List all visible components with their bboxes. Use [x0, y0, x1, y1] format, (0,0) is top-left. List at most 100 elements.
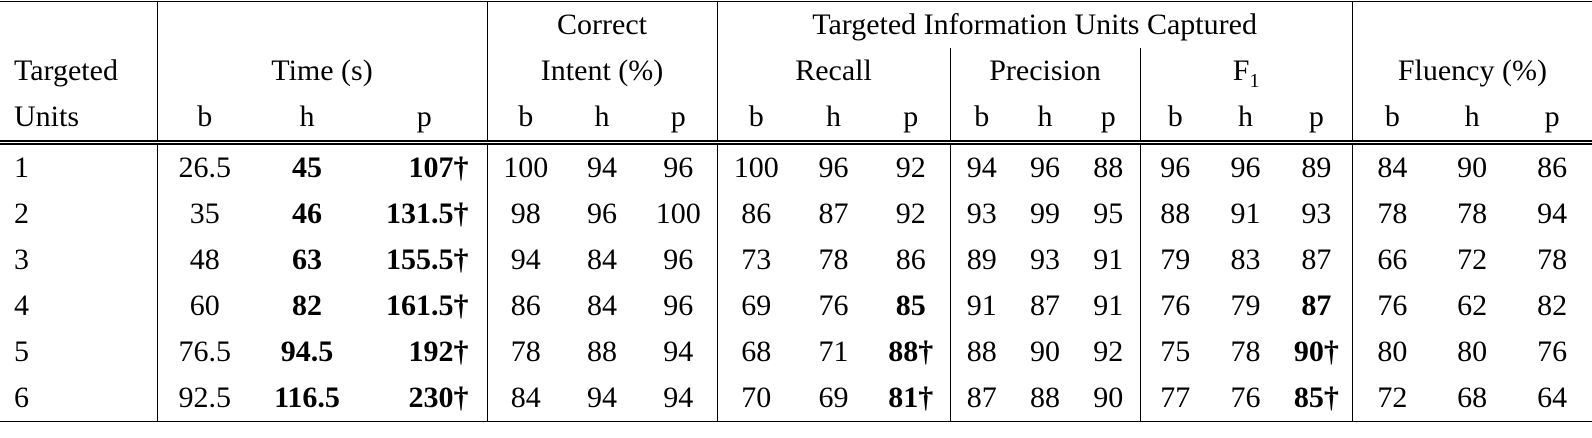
table-cell: 88 — [1093, 151, 1124, 184]
table-cell: 86 — [486, 283, 565, 329]
table-cell: 71 — [818, 335, 849, 368]
table-cell: 78 — [486, 329, 565, 375]
table-cell: 116.5 — [252, 375, 362, 422]
table-cell: 83 — [1230, 243, 1261, 276]
table-cell: 192† — [408, 335, 469, 368]
table-cell: 84 — [587, 289, 618, 322]
subcol-header-h: h — [1432, 94, 1513, 145]
table-cell: 94 — [564, 375, 641, 422]
header-row-2: Targeted Time (s) Intent (%) Recall Prec… — [0, 48, 1592, 94]
subcol-header-h: h — [1210, 94, 1282, 145]
table-cell: 88 — [587, 335, 618, 368]
table-cell: 94 — [486, 237, 565, 283]
subcol-header-p: p — [1281, 94, 1353, 145]
table-row: 3 48 63 155.5† 94 84 96 73 78 86 89 93 91 79 83 87 66 72 7… — [0, 237, 1592, 283]
table-cell: 78 — [1351, 191, 1433, 237]
table-cell: 78 — [1230, 335, 1261, 368]
table-cell: 89 — [949, 237, 1014, 283]
table-cell: 75 — [1139, 329, 1211, 375]
table-cell: 85† — [1281, 375, 1353, 422]
table-cell: 93 — [1030, 243, 1061, 276]
table-cell: 95 — [1093, 197, 1124, 230]
table-cell: 76 — [1537, 335, 1568, 368]
header-targeted-info: Targeted Information Units Captured — [716, 1, 1353, 48]
table-cell: 96 — [663, 243, 694, 276]
table-row: 1 26.5 45 107† 100 94 96 100 96 92 94 96 88 96 96 89 84 9… — [0, 142, 1592, 191]
table-cell: 88 — [1139, 191, 1211, 237]
table-cell: 90 — [1457, 151, 1488, 184]
table-cell: 48 — [156, 237, 252, 283]
table-cell: 86 — [895, 243, 926, 276]
table-cell: 96 — [1030, 151, 1061, 184]
table-row: 5 76.5 94.5 192† 78 88 94 68 71 88† 88 90 92 75 78 90† 8… — [0, 329, 1592, 375]
subcol-header-p: p — [1512, 94, 1592, 145]
table-row: 4 60 82 161.5† 86 84 96 69 76 85 91 87 91 76 79 87 76 62 8… — [0, 283, 1592, 329]
table-cell: 92 — [895, 151, 926, 184]
table-cell: 161.5† — [386, 289, 469, 322]
table-cell: 78 — [818, 243, 849, 276]
table-cell: 96 — [663, 151, 694, 184]
subcol-header-b: b — [1351, 94, 1433, 145]
table-cell: 88 — [1013, 375, 1078, 422]
table-cell: 100 — [655, 197, 701, 230]
table-cell: 70 — [716, 375, 796, 422]
header-time: Time (s) — [156, 48, 488, 94]
table-cell: 80 — [1351, 329, 1433, 375]
subcol-header-b: b — [1139, 94, 1211, 145]
targeted-units-cell: 1 — [14, 151, 29, 184]
table-cell: 94 — [1537, 197, 1568, 230]
table-cell: 91 — [1230, 197, 1261, 230]
table-cell: 69 — [795, 375, 873, 422]
table-cell: 78 — [1457, 197, 1488, 230]
table-cell: 26.5 — [156, 142, 252, 191]
header-recall: Recall — [716, 48, 951, 94]
table-cell: 91 — [1093, 289, 1124, 322]
table-cell: 80 — [1457, 335, 1488, 368]
table-cell: 69 — [716, 283, 796, 329]
header-correct: Correct — [486, 1, 718, 48]
table-cell: 94 — [587, 151, 618, 184]
targeted-units-cell: 2 — [14, 197, 29, 230]
table-cell: 85 — [895, 289, 926, 322]
table-cell: 68 — [716, 329, 796, 375]
table-cell: 94 — [640, 375, 718, 422]
table-cell: 90† — [1293, 335, 1339, 368]
table-cell: 77 — [1139, 375, 1211, 422]
table-cell: 131.5† — [386, 197, 469, 230]
table-cell: 72 — [1351, 375, 1433, 422]
table-cell: 96 — [1139, 142, 1211, 191]
table-cell: 87 — [1301, 289, 1332, 322]
table-cell: 64 — [1512, 375, 1592, 422]
targeted-units-cell: 4 — [14, 289, 29, 322]
table-cell: 76 — [1139, 283, 1211, 329]
table-cell: 82 — [292, 289, 322, 322]
table-cell: 66 — [1351, 237, 1433, 283]
table-cell: 73 — [716, 237, 796, 283]
table-cell: 79 — [1139, 237, 1211, 283]
table-body: 1 26.5 45 107† 100 94 96 100 96 92 94 96 88 96 96 89 84 9… — [0, 142, 1592, 422]
header-fluency: Fluency (%) — [1351, 48, 1592, 94]
table-cell: 155.5† — [386, 243, 469, 276]
table-cell: 94 — [949, 142, 1014, 191]
table-cell: 76 — [1210, 375, 1282, 422]
table-cell: 92 — [895, 197, 926, 230]
subcol-header-p: p — [362, 94, 488, 145]
table-cell: 93 — [1301, 197, 1332, 230]
table-cell: 78 — [1537, 243, 1568, 276]
table-cell: 91 — [949, 283, 1014, 329]
table-cell: 89 — [1301, 151, 1332, 184]
table-cell: 93 — [949, 191, 1014, 237]
subcol-header-p: p — [1077, 94, 1141, 145]
table-cell: 86 — [1537, 151, 1568, 184]
table-cell: 79 — [1230, 289, 1261, 322]
header-units: Units — [0, 94, 157, 145]
table-cell: 96 — [1230, 151, 1261, 184]
table-cell: 100 — [486, 142, 565, 191]
table-cell: 76 — [1351, 283, 1433, 329]
table-cell: 100 — [716, 142, 796, 191]
table-cell: 35 — [156, 191, 252, 237]
table-cell: 88 — [949, 329, 1014, 375]
table-row: 6 92.5 116.5 230† 84 94 94 70 69 81† 87 88 90 77 76 85†… — [0, 375, 1592, 422]
table-row: 2 35 46 131.5† 98 96 100 86 87 92 93 99 95 88 91 93 78 78… — [0, 191, 1592, 237]
